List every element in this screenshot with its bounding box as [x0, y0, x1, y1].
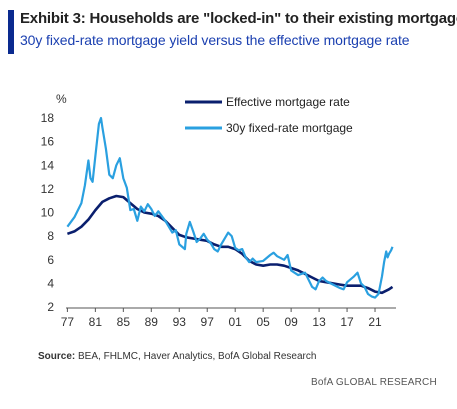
- x-tick-label: 81: [89, 315, 103, 329]
- y-tick-label: 10: [41, 206, 55, 220]
- x-tick-label: 17: [340, 315, 354, 329]
- series-line-effective: [66, 194, 394, 295]
- series-line-30y-fixed: [66, 116, 394, 299]
- y-tick-label: 4: [47, 276, 54, 290]
- x-tick-label: 13: [312, 315, 326, 329]
- x-tick-label: 85: [117, 315, 131, 329]
- source-note: Source: BEA, FHLMC, Haver Analytics, Bof…: [38, 351, 316, 362]
- y-tick-label: 6: [47, 253, 54, 267]
- x-tick-labels: 77 81 85 89 93 97 01 05 09 13 17 21: [61, 315, 382, 329]
- x-tick-label: 01: [229, 315, 243, 329]
- legend: Effective mortgage rate 30y fixed-rate m…: [185, 95, 353, 135]
- y-tick-label: 18: [41, 111, 55, 125]
- accent-bar: [8, 10, 14, 54]
- y-axis-unit: %: [56, 92, 67, 106]
- page-subtitle: 30y fixed-rate mortgage yield versus the…: [20, 32, 410, 48]
- x-tick-label: 77: [61, 315, 75, 329]
- source-text: BEA, FHLMC, Haver Analytics, BofA Global…: [75, 351, 317, 362]
- y-tick-labels: 2 4 6 8 10 12 14 16 18: [41, 111, 55, 314]
- page-title: Exhibit 3: Households are "locked-in" to…: [20, 10, 457, 27]
- x-tick-label: 09: [284, 315, 298, 329]
- y-tick-label: 12: [41, 182, 55, 196]
- x-ticks: [66, 308, 376, 312]
- x-tick-label: 97: [201, 315, 215, 329]
- legend-label-30y-fixed: 30y fixed-rate mortgage: [226, 121, 353, 135]
- y-tick-label: 2: [47, 300, 54, 314]
- brand-footer: BofA GLOBAL RESEARCH: [311, 377, 437, 388]
- y-tick-label: 14: [41, 158, 55, 172]
- x-tick-label: 89: [145, 315, 159, 329]
- legend-label-effective: Effective mortgage rate: [226, 95, 350, 109]
- x-tick-label: 05: [256, 315, 270, 329]
- source-label: Source:: [38, 351, 76, 362]
- x-tick-label: 93: [173, 315, 187, 329]
- y-tick-label: 16: [41, 135, 55, 149]
- x-axis: 77 81 85 89 93 97 01 05 09 13 17 21: [61, 307, 396, 329]
- y-tick-label: 8: [47, 229, 54, 243]
- series-layer: [66, 116, 394, 299]
- x-tick-label: 21: [368, 315, 382, 329]
